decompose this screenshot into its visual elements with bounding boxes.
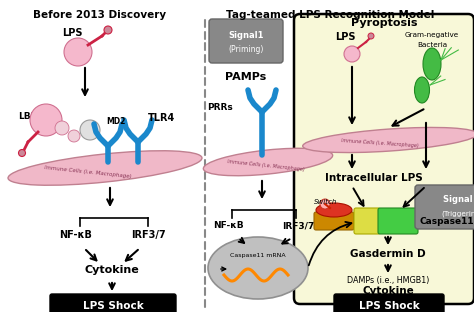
Text: Gram-negative: Gram-negative <box>405 32 459 38</box>
FancyBboxPatch shape <box>378 208 418 234</box>
FancyBboxPatch shape <box>334 294 444 312</box>
Text: Signal1: Signal1 <box>228 32 264 41</box>
Ellipse shape <box>303 127 474 153</box>
Text: Caspase11 mRNA: Caspase11 mRNA <box>230 253 286 259</box>
Text: Before 2013 Discovery: Before 2013 Discovery <box>34 10 166 20</box>
Text: IRF3/7: IRF3/7 <box>282 222 314 231</box>
FancyBboxPatch shape <box>314 212 354 230</box>
FancyBboxPatch shape <box>294 14 474 304</box>
Text: LPS: LPS <box>62 28 82 38</box>
Text: Bacteria: Bacteria <box>417 42 447 48</box>
Circle shape <box>320 199 330 209</box>
Text: Cytokine: Cytokine <box>362 286 414 296</box>
Ellipse shape <box>208 237 308 299</box>
Circle shape <box>64 38 92 66</box>
Text: (Priming): (Priming) <box>228 46 264 55</box>
Ellipse shape <box>8 151 202 185</box>
Ellipse shape <box>414 77 429 103</box>
FancyBboxPatch shape <box>354 208 380 234</box>
Text: MD2: MD2 <box>106 118 126 126</box>
Text: NF-κB: NF-κB <box>213 222 243 231</box>
FancyBboxPatch shape <box>415 185 474 229</box>
Circle shape <box>55 121 69 135</box>
Text: IRF3/7: IRF3/7 <box>131 230 165 240</box>
Text: Cytokine: Cytokine <box>85 265 139 275</box>
Text: Pyroptosis: Pyroptosis <box>351 18 417 28</box>
Text: Immune Cells (i.e. Macrophage): Immune Cells (i.e. Macrophage) <box>341 138 419 148</box>
Circle shape <box>30 104 62 136</box>
Text: LBP: LBP <box>18 112 37 121</box>
Circle shape <box>68 130 80 142</box>
Text: Switch: Switch <box>314 199 337 205</box>
Text: (Triggering): (Triggering) <box>441 211 474 217</box>
Text: Tag-teamed LPS Recognition Model: Tag-teamed LPS Recognition Model <box>226 10 434 20</box>
Text: PAMPs: PAMPs <box>225 72 266 82</box>
Text: DAMPs (i.e., HMGB1): DAMPs (i.e., HMGB1) <box>347 276 429 285</box>
Circle shape <box>80 120 100 140</box>
Text: PRRs: PRRs <box>207 104 233 113</box>
Text: Intracellular LPS: Intracellular LPS <box>325 173 423 183</box>
Text: Immune Cells (i.e. Macrophage): Immune Cells (i.e. Macrophage) <box>44 165 132 179</box>
Circle shape <box>368 33 374 39</box>
FancyBboxPatch shape <box>209 19 283 63</box>
Circle shape <box>104 26 112 34</box>
Text: LPS Shock: LPS Shock <box>359 301 419 311</box>
Text: Signal 2: Signal 2 <box>443 196 474 204</box>
Text: Gasdermin D: Gasdermin D <box>350 249 426 259</box>
Ellipse shape <box>316 203 352 217</box>
Text: Caspase11: Caspase11 <box>420 217 474 227</box>
Text: LPS Shock: LPS Shock <box>82 301 143 311</box>
Ellipse shape <box>203 148 333 176</box>
Text: NF-κB: NF-κB <box>60 230 92 240</box>
Circle shape <box>344 46 360 62</box>
Text: Immune Cells (i.e. Macrophage): Immune Cells (i.e. Macrophage) <box>227 159 305 173</box>
Text: LPS: LPS <box>335 32 355 42</box>
FancyBboxPatch shape <box>50 294 176 312</box>
Text: TLR4: TLR4 <box>148 113 175 123</box>
Circle shape <box>18 149 26 157</box>
Ellipse shape <box>423 48 441 80</box>
